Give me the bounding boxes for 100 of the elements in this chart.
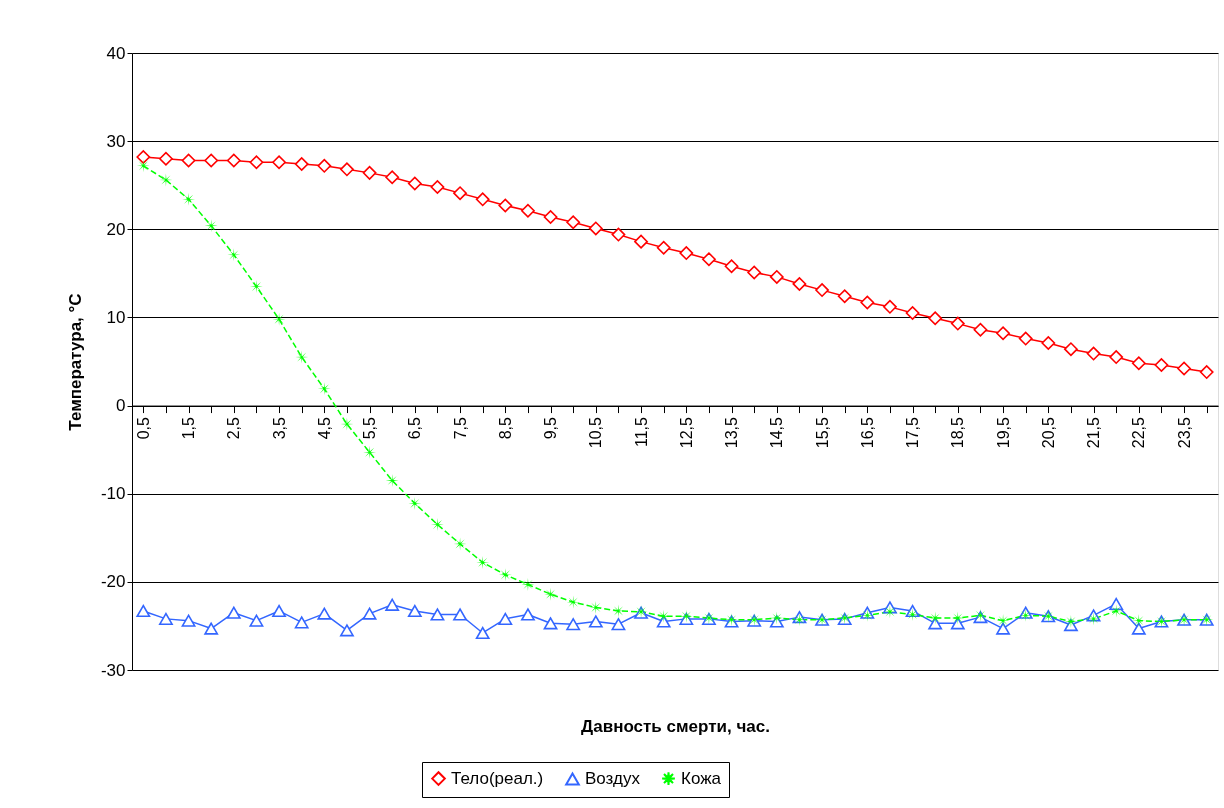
point [588, 615, 603, 628]
point [430, 608, 445, 621]
point [656, 615, 671, 628]
point [611, 618, 626, 631]
point [272, 604, 286, 618]
point [1064, 342, 1078, 357]
point [362, 607, 377, 620]
x-tick-label: 22,5 [1130, 416, 1148, 449]
point [453, 608, 467, 621]
y-tick-label: 40 [106, 43, 126, 63]
point [860, 295, 875, 310]
x-tick-label: 4,5 [315, 416, 333, 440]
y-tick-label: 0 [116, 396, 126, 416]
y-tick-label: -10 [100, 484, 126, 504]
point [905, 306, 920, 320]
point [475, 626, 490, 640]
point [679, 246, 694, 261]
point [996, 326, 1010, 341]
point [1131, 622, 1146, 635]
x-tick-label: 6,5 [406, 416, 424, 440]
point [566, 215, 581, 230]
point [498, 568, 512, 582]
x-tick-label: 5,5 [361, 416, 379, 440]
x-axis-title: Давность смерти, час. [581, 716, 770, 736]
point [521, 608, 535, 621]
x-tick-label: 16,5 [858, 416, 876, 449]
x-tick-label: 21,5 [1085, 416, 1103, 449]
point [136, 604, 151, 618]
x-tick-label: 19,5 [994, 416, 1012, 449]
point [702, 252, 716, 267]
point [1109, 350, 1124, 365]
point [634, 234, 648, 249]
point [928, 311, 943, 326]
point [226, 606, 241, 619]
x-tick-label: 7,5 [451, 416, 469, 440]
y-tick-label: 10 [106, 307, 126, 327]
x-tick-label: 13,5 [723, 416, 741, 449]
point [317, 607, 332, 620]
point [204, 153, 219, 168]
point [136, 150, 151, 164]
x-tick-label: 10,5 [587, 416, 605, 449]
point [294, 157, 309, 171]
point [430, 518, 444, 532]
point [1109, 597, 1124, 610]
point [249, 614, 264, 627]
point [226, 153, 241, 168]
point [815, 283, 829, 298]
point [340, 624, 354, 637]
point [1177, 361, 1191, 376]
point [249, 280, 263, 294]
point [611, 227, 626, 242]
x-tick-label: 17,5 [904, 416, 922, 449]
point [950, 316, 965, 331]
y-tick-label: -30 [100, 660, 126, 680]
point [1018, 331, 1033, 346]
point [1086, 346, 1101, 361]
point [656, 240, 671, 255]
point [724, 259, 739, 274]
point [362, 165, 377, 180]
legend-label: Тело(реал.) [451, 768, 544, 788]
point [407, 604, 422, 618]
point [837, 289, 852, 304]
point [928, 617, 943, 630]
point [181, 153, 196, 168]
point [973, 322, 988, 337]
point [543, 210, 558, 224]
x-tick-label: 14,5 [768, 416, 786, 449]
point [181, 614, 196, 627]
x-tick-label: 18,5 [949, 416, 967, 449]
point [747, 265, 762, 280]
point [543, 617, 558, 630]
point [476, 555, 490, 569]
point [475, 192, 490, 207]
point [498, 612, 513, 625]
x-tick-label: 12,5 [677, 416, 695, 449]
point [204, 622, 219, 635]
point [385, 598, 400, 611]
point [521, 203, 535, 218]
point [340, 162, 354, 177]
x-tick-label: 8,5 [496, 416, 514, 440]
point [453, 186, 467, 201]
point [1131, 356, 1146, 371]
point [272, 155, 286, 170]
point [407, 176, 422, 191]
point [294, 616, 309, 629]
x-tick-label: 0,5 [134, 416, 152, 440]
point [498, 198, 513, 213]
x-tick-label: 23,5 [1175, 416, 1193, 449]
point [588, 221, 603, 236]
legend-label: Воздух [585, 769, 641, 789]
point [159, 151, 173, 166]
point [792, 277, 807, 291]
x-tick-label: 3,5 [270, 416, 288, 440]
y-tick-label: -20 [100, 572, 126, 592]
point [249, 155, 264, 170]
y-tick-label: 30 [106, 131, 126, 151]
point [769, 269, 784, 284]
y-axis-title: Температура, °C [65, 293, 85, 431]
x-tick-label: 20,5 [1039, 416, 1057, 449]
point [159, 612, 173, 625]
